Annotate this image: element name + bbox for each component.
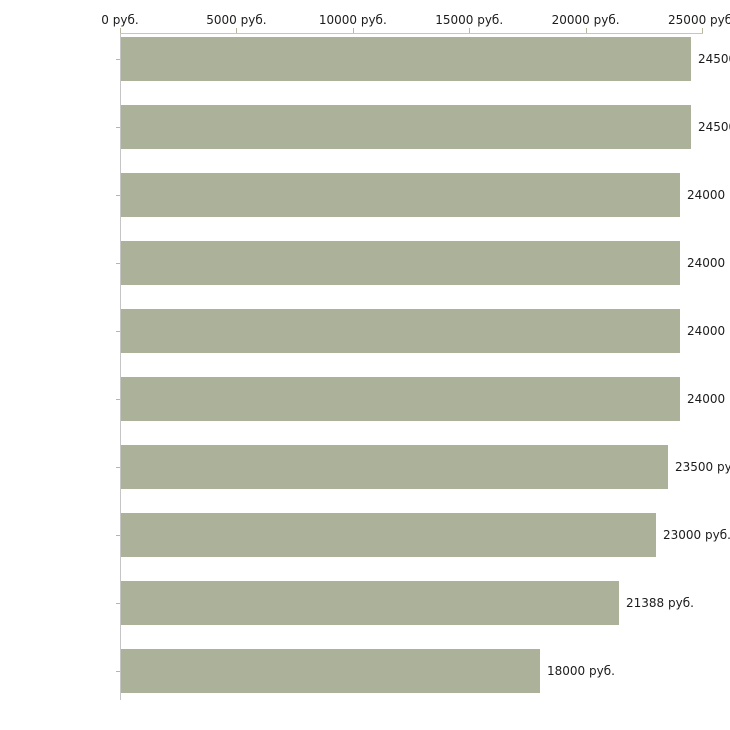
- value-label: 24000 руб.: [687, 256, 730, 270]
- bar: [121, 513, 656, 557]
- x-tick-label: 25000 руб.: [668, 13, 730, 27]
- value-label: 21388 руб.: [626, 596, 694, 610]
- x-tick-mark: [585, 28, 587, 33]
- x-tick-mark: [469, 28, 471, 33]
- value-label: 18000 руб.: [547, 664, 615, 678]
- value-label: 24000 руб.: [687, 188, 730, 202]
- x-tick-mark: [702, 28, 703, 33]
- x-tick-label: 5000 руб.: [206, 13, 267, 27]
- bar: [121, 105, 691, 149]
- x-tick-label: 0 руб.: [101, 13, 139, 27]
- bar: [121, 649, 540, 693]
- x-tick-mark: [236, 28, 238, 33]
- x-tick-mark: [120, 28, 121, 33]
- bar: [121, 581, 619, 625]
- value-label: 23000 руб.: [663, 528, 730, 542]
- bar: [121, 377, 680, 421]
- category-tick-mark: [116, 399, 120, 400]
- bar: [121, 37, 691, 81]
- category-tick-mark: [116, 195, 120, 196]
- bar: [121, 241, 680, 285]
- x-axis-line: [120, 33, 703, 34]
- x-tick-mark: [352, 28, 354, 33]
- category-tick-mark: [116, 331, 120, 332]
- category-tick-mark: [116, 127, 120, 128]
- category-tick-mark: [116, 467, 120, 468]
- category-tick-mark: [116, 603, 120, 604]
- category-tick-mark: [116, 535, 120, 536]
- value-label: 23500 руб.: [675, 460, 730, 474]
- value-label: 24500 руб.: [698, 120, 730, 134]
- bar: [121, 309, 680, 353]
- value-label: 24000 руб.: [687, 392, 730, 406]
- value-label: 24500 руб.: [698, 52, 730, 66]
- bar: [121, 173, 680, 217]
- value-label: 24000 руб.: [687, 324, 730, 338]
- x-tick-label: 15000 руб.: [435, 13, 504, 27]
- category-tick-mark: [116, 671, 120, 672]
- x-tick-label: 10000 руб.: [318, 13, 387, 27]
- x-tick-label: 20000 руб.: [551, 13, 620, 27]
- y-axis-line: [120, 33, 121, 700]
- category-tick-mark: [116, 263, 120, 264]
- bar: [121, 445, 668, 489]
- category-tick-mark: [116, 59, 120, 60]
